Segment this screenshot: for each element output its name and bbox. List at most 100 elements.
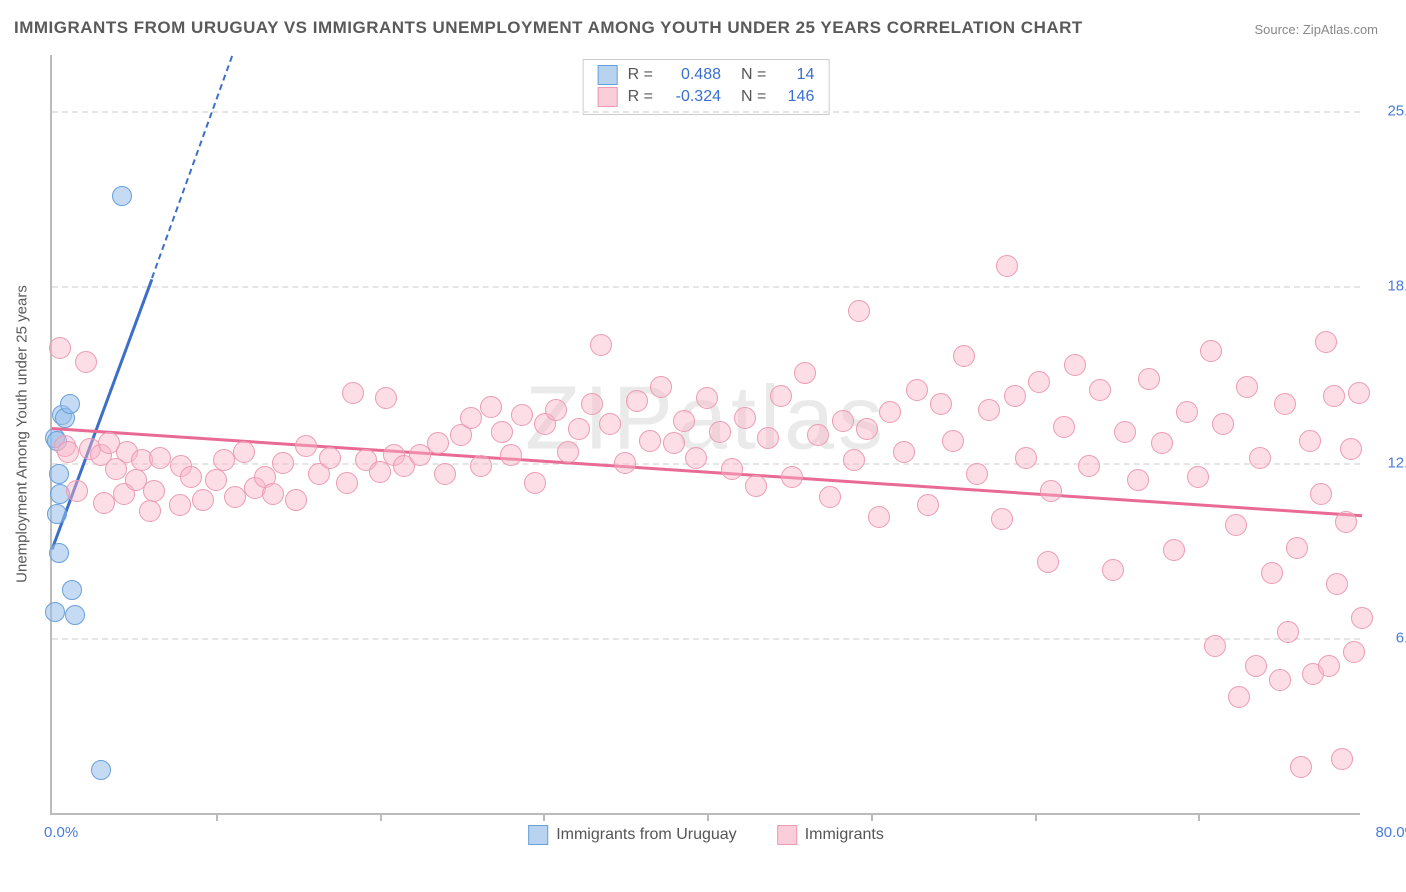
data-point bbox=[930, 393, 952, 415]
data-point bbox=[57, 441, 79, 463]
data-point bbox=[375, 387, 397, 409]
data-point bbox=[262, 483, 284, 505]
data-point bbox=[49, 337, 71, 359]
data-point bbox=[49, 543, 69, 563]
x-tick bbox=[1198, 813, 1200, 821]
data-point bbox=[1286, 537, 1308, 559]
data-point bbox=[1015, 447, 1037, 469]
data-point bbox=[1028, 371, 1050, 393]
gridline bbox=[52, 638, 1360, 640]
series-legend: Immigrants from Uruguay Immigrants bbox=[528, 825, 884, 845]
data-point bbox=[581, 393, 603, 415]
gridline bbox=[52, 286, 1360, 288]
data-point bbox=[770, 385, 792, 407]
data-point bbox=[511, 404, 533, 426]
data-point bbox=[427, 432, 449, 454]
gridline bbox=[52, 463, 1360, 465]
data-point bbox=[336, 472, 358, 494]
y-tick-label: 18.8% bbox=[1370, 277, 1406, 294]
data-point bbox=[1200, 340, 1222, 362]
data-point bbox=[614, 452, 636, 474]
data-point bbox=[233, 441, 255, 463]
chart-title: IMMIGRANTS FROM URUGUAY VS IMMIGRANTS UN… bbox=[14, 18, 1083, 38]
data-point bbox=[639, 430, 661, 452]
r-value: 0.488 bbox=[663, 64, 721, 86]
data-point bbox=[75, 351, 97, 373]
data-point bbox=[319, 447, 341, 469]
x-tick bbox=[707, 813, 709, 821]
data-point bbox=[205, 469, 227, 491]
data-point bbox=[868, 506, 890, 528]
legend-swatch bbox=[777, 825, 797, 845]
data-point bbox=[460, 407, 482, 429]
data-point bbox=[685, 447, 707, 469]
data-point bbox=[491, 421, 513, 443]
n-value: 146 bbox=[776, 86, 814, 108]
data-point bbox=[757, 427, 779, 449]
legend-label: Immigrants from Uruguay bbox=[556, 826, 737, 844]
y-tick-label: 6.3% bbox=[1370, 629, 1406, 646]
data-point bbox=[734, 407, 756, 429]
data-point bbox=[663, 432, 685, 454]
data-point bbox=[599, 413, 621, 435]
data-point bbox=[794, 362, 816, 384]
data-point bbox=[1228, 686, 1250, 708]
data-point bbox=[272, 452, 294, 474]
legend-swatch bbox=[598, 65, 618, 85]
data-point bbox=[470, 455, 492, 477]
data-point bbox=[1348, 382, 1370, 404]
data-point bbox=[843, 449, 865, 471]
data-point bbox=[996, 255, 1018, 277]
data-point bbox=[1212, 413, 1234, 435]
gridline bbox=[52, 111, 1360, 113]
scatter-chart: ZIPatlas Unemployment Among Youth under … bbox=[50, 55, 1360, 815]
data-point bbox=[1340, 438, 1362, 460]
data-point bbox=[1187, 466, 1209, 488]
data-point bbox=[1343, 641, 1365, 663]
data-point bbox=[1318, 655, 1340, 677]
legend-item: Immigrants bbox=[777, 825, 884, 845]
data-point bbox=[1290, 756, 1312, 778]
data-point bbox=[1351, 607, 1373, 629]
data-point bbox=[480, 396, 502, 418]
data-point bbox=[832, 410, 854, 432]
data-point bbox=[991, 508, 1013, 530]
y-tick-label: 25.0% bbox=[1370, 103, 1406, 120]
data-point bbox=[568, 418, 590, 440]
data-point bbox=[590, 334, 612, 356]
data-point bbox=[650, 376, 672, 398]
data-point bbox=[1326, 573, 1348, 595]
data-point bbox=[1323, 385, 1345, 407]
data-point bbox=[848, 300, 870, 322]
data-point bbox=[879, 401, 901, 423]
data-point bbox=[1249, 447, 1271, 469]
data-point bbox=[1064, 354, 1086, 376]
data-point bbox=[1102, 559, 1124, 581]
data-point bbox=[1277, 621, 1299, 643]
data-point bbox=[1163, 539, 1185, 561]
data-point bbox=[180, 466, 202, 488]
x-min-label: 0.0% bbox=[44, 824, 78, 841]
data-point bbox=[91, 760, 111, 780]
data-point bbox=[709, 421, 731, 443]
n-label: N = bbox=[741, 86, 766, 108]
data-point bbox=[696, 387, 718, 409]
data-point bbox=[1236, 376, 1258, 398]
data-point bbox=[1040, 480, 1062, 502]
data-point bbox=[1138, 368, 1160, 390]
data-point bbox=[626, 390, 648, 412]
data-point bbox=[139, 500, 161, 522]
data-point bbox=[524, 472, 546, 494]
data-point bbox=[1245, 655, 1267, 677]
correlation-legend: R =0.488N =14R =-0.324N =146 bbox=[583, 59, 830, 115]
n-label: N = bbox=[741, 64, 766, 86]
data-point bbox=[942, 430, 964, 452]
legend-stat-row: R =0.488N =14 bbox=[598, 64, 815, 86]
data-point bbox=[819, 486, 841, 508]
data-point bbox=[500, 444, 522, 466]
data-point bbox=[721, 458, 743, 480]
data-point bbox=[149, 447, 171, 469]
x-max-label: 80.0% bbox=[1375, 824, 1406, 841]
x-tick bbox=[871, 813, 873, 821]
data-point bbox=[192, 489, 214, 511]
